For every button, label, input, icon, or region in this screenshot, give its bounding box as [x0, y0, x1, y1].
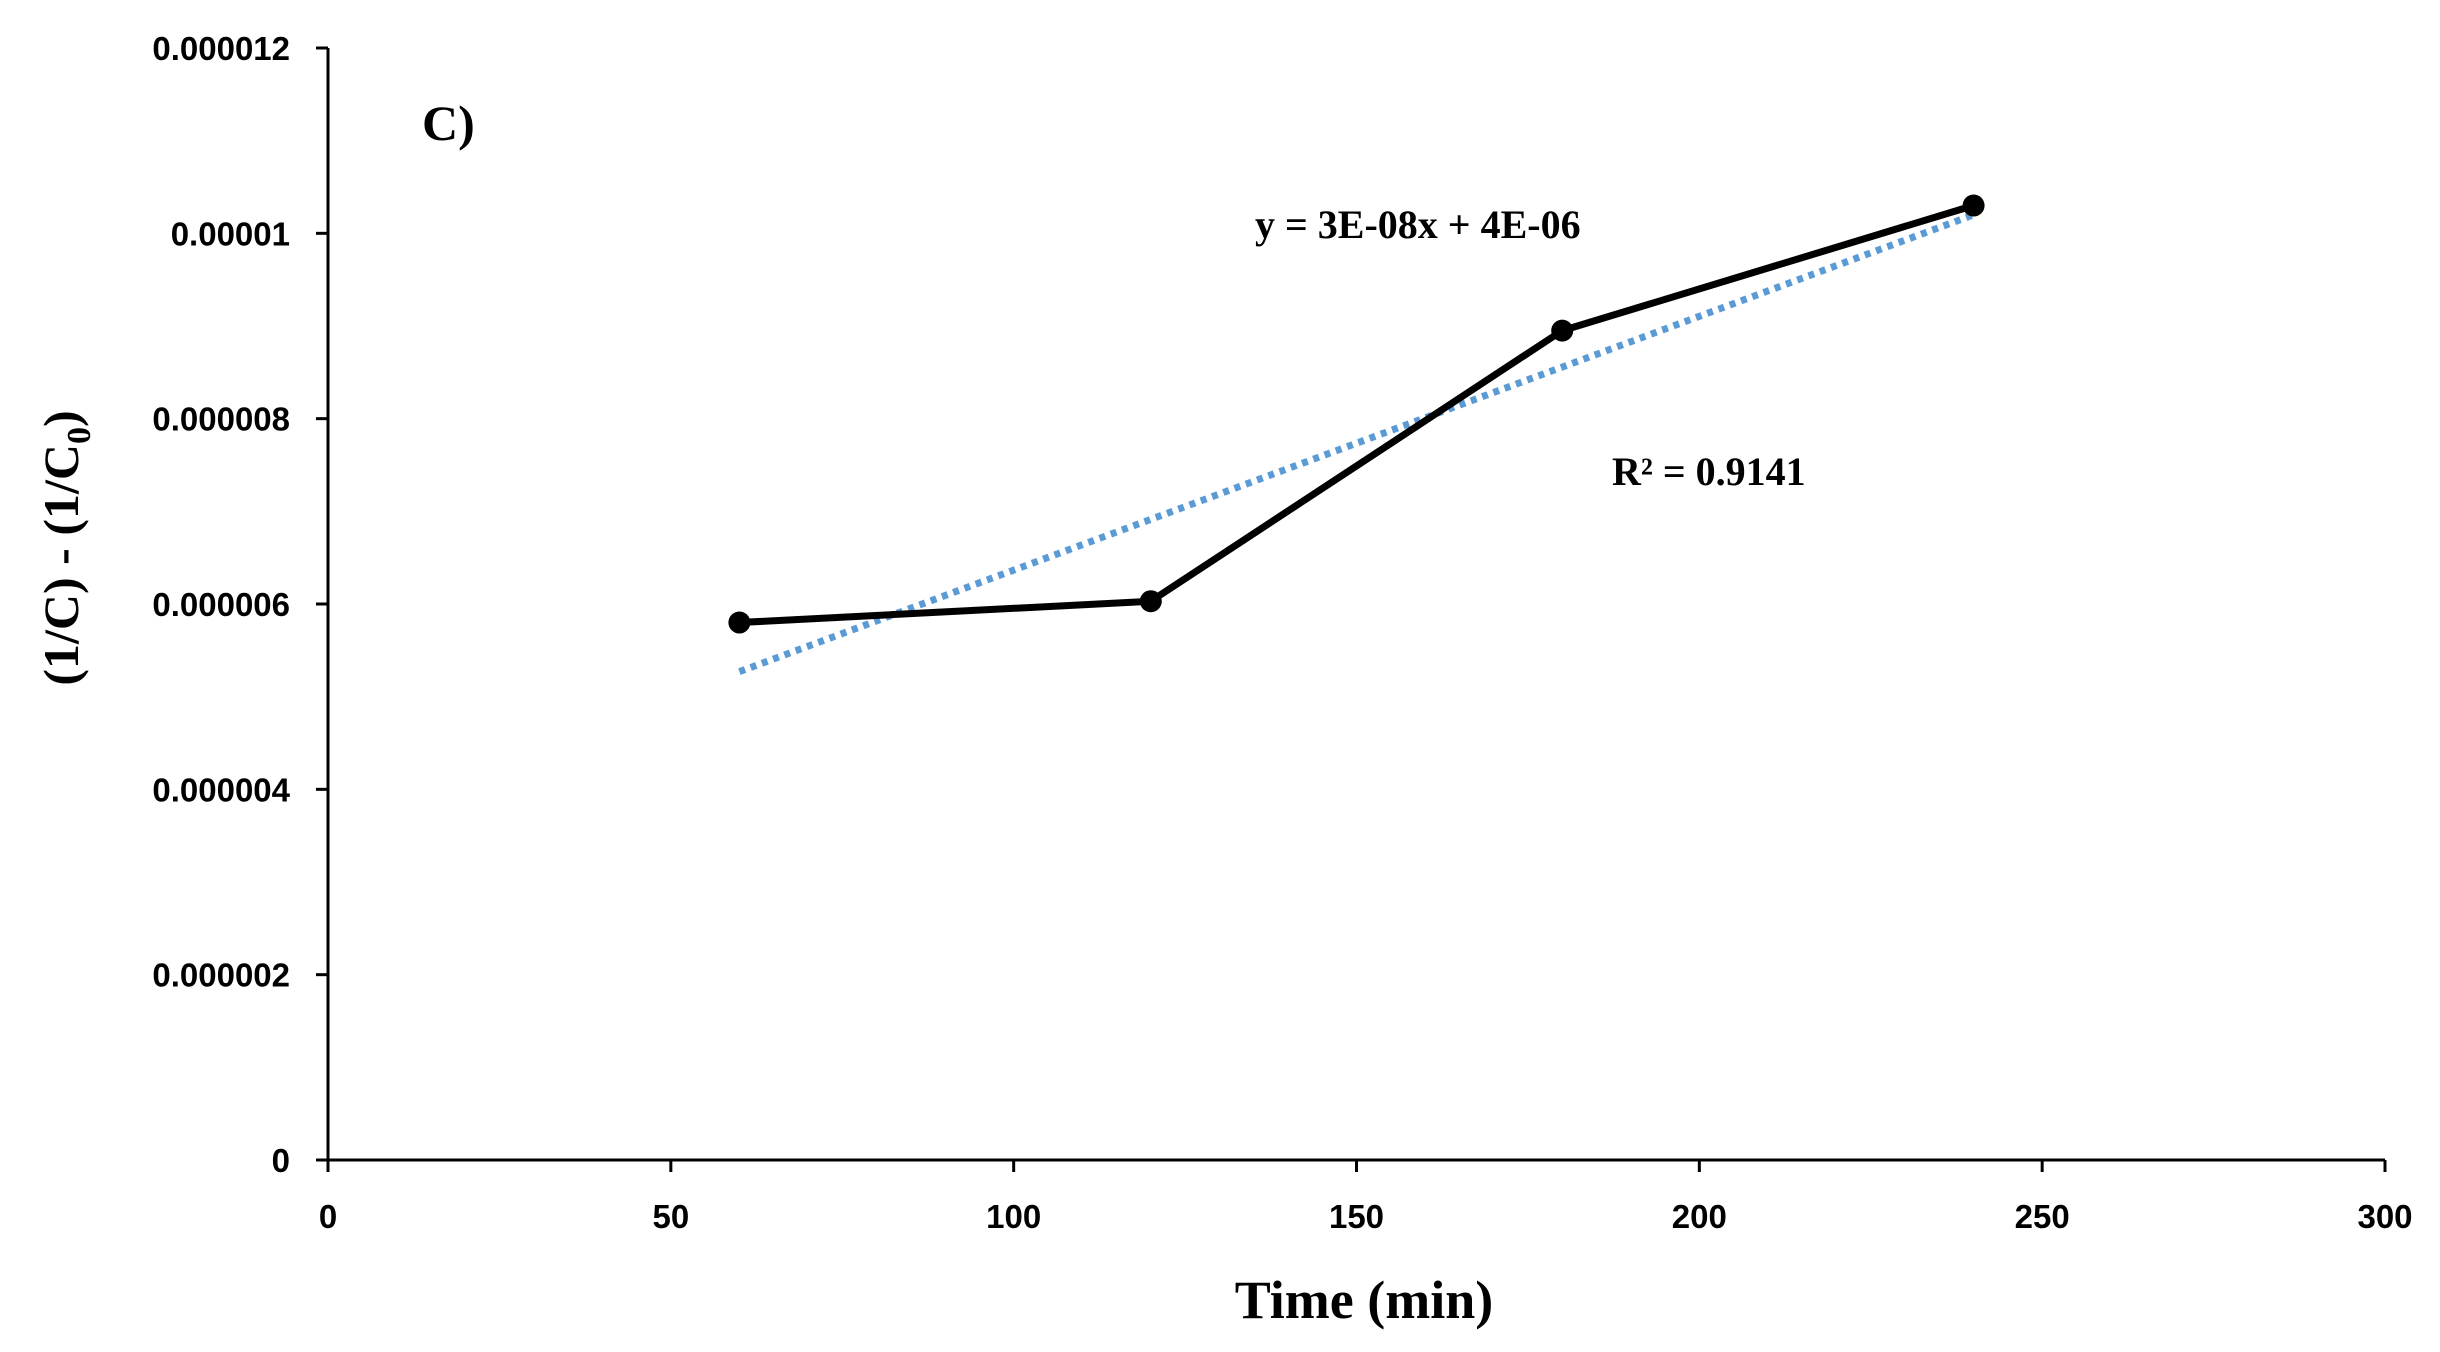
data-point — [1139, 590, 1162, 613]
x-tick-label: 50 — [652, 1198, 689, 1235]
x-tick-label: 0 — [319, 1198, 337, 1235]
y-tick-label: 0 — [272, 1142, 290, 1179]
x-tick-label: 150 — [1329, 1198, 1384, 1235]
y-tick-label: 0.00001 — [171, 215, 290, 252]
x-axis: 0 50 100 150 200 250 300 — [319, 1158, 2413, 1235]
data-point — [1551, 319, 1574, 342]
y-tick-label: 0.000004 — [152, 771, 290, 808]
y-tick-label: 0.000002 — [152, 957, 290, 994]
data-point — [728, 611, 751, 634]
y-axis-title-subscript: 0 — [61, 427, 98, 444]
y-axis: 0 0.000002 0.000004 0.000006 0.000008 0.00001… — [152, 30, 330, 1179]
x-tick-label: 100 — [986, 1198, 1041, 1235]
trendline-line — [738, 211, 1975, 675]
y-tick-label: 0.000006 — [152, 586, 290, 623]
y-axis-title-close: ) — [33, 410, 89, 427]
x-tick-label: 200 — [1672, 1198, 1727, 1235]
data-point — [1962, 194, 1985, 217]
x-tick-label: 300 — [2357, 1198, 2412, 1235]
x-tick-label: 250 — [2015, 1198, 2070, 1235]
data-series — [728, 194, 1985, 634]
series-line — [739, 202, 1975, 627]
y-axis-title: (1/C) - (1/C0) — [33, 410, 98, 685]
x-axis-title: Time (min) — [1235, 1270, 1493, 1330]
y-tick-label: 0.000012 — [152, 30, 290, 67]
trendline-equation: y = 3E-08x + 4E-06 — [1255, 202, 1581, 247]
trendline — [738, 211, 1975, 675]
r-squared-label: R² = 0.9141 — [1612, 449, 1806, 494]
y-axis-title-main: (1/C) - (1/C — [33, 444, 89, 686]
panel-label: C) — [422, 95, 475, 151]
y-tick-label: 0.000008 — [152, 401, 290, 438]
